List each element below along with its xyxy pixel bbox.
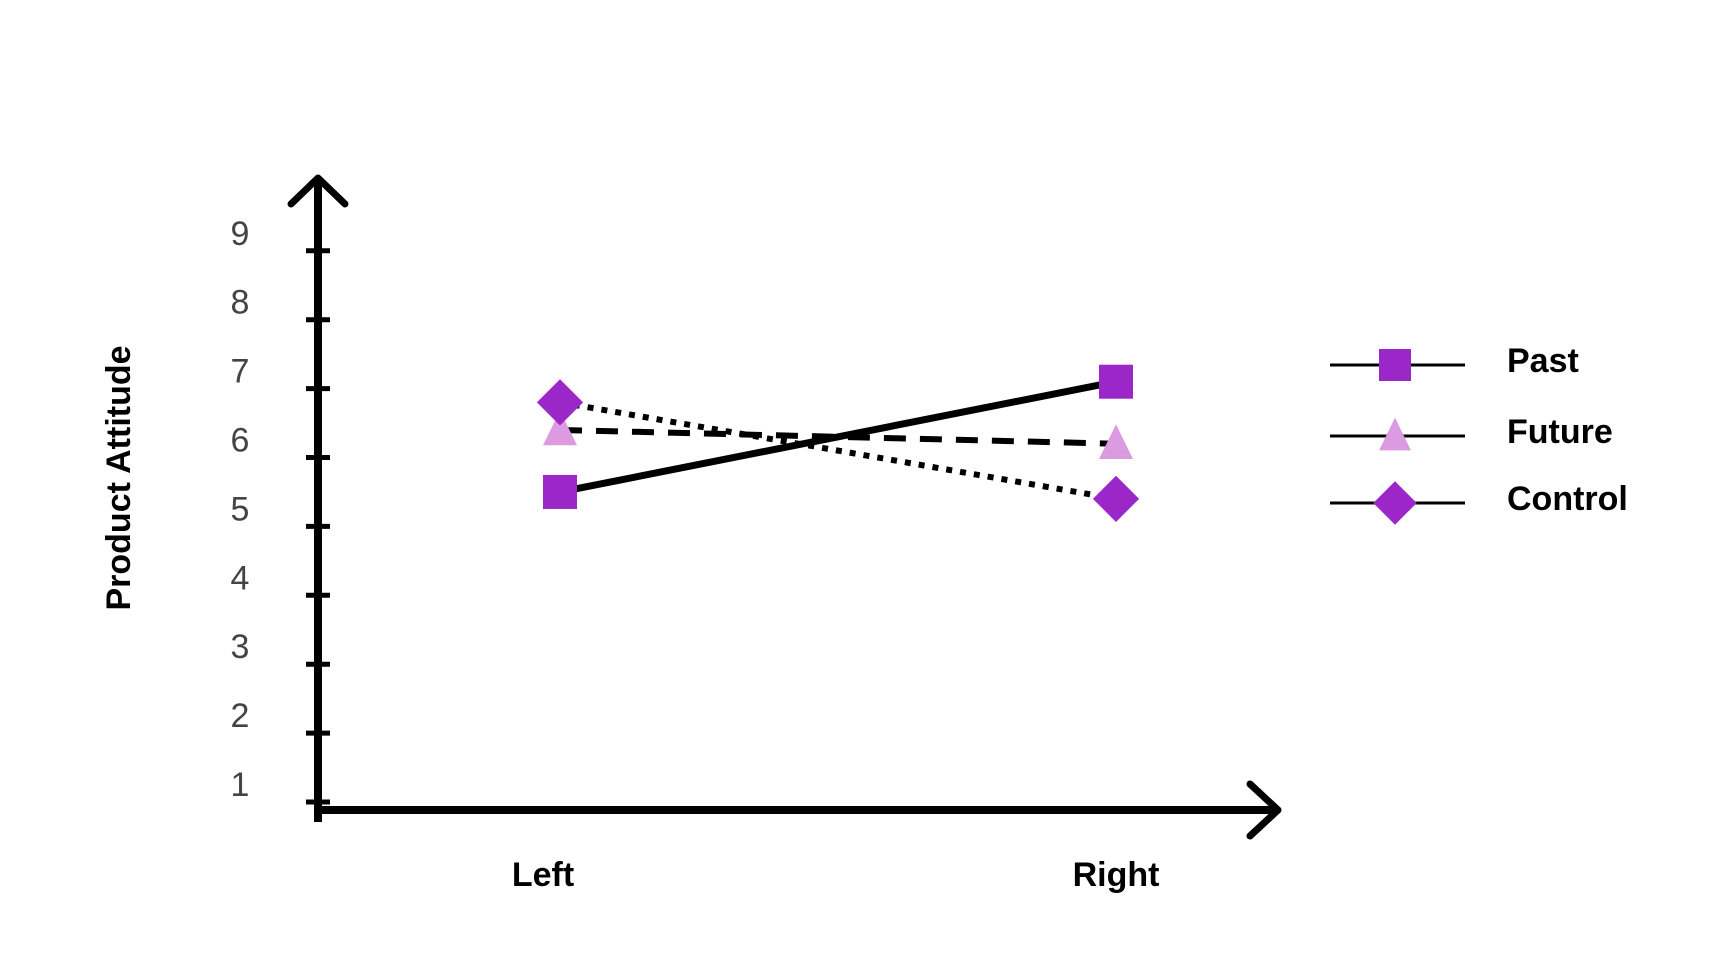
y-ticks: 1 2 3 4 5 6 7 8 9 bbox=[231, 215, 330, 805]
legend-item-past: Past bbox=[1330, 342, 1579, 381]
y-axis-title: Product Attitude bbox=[100, 345, 138, 610]
legend-label: Future bbox=[1507, 413, 1613, 451]
x-category-label: Right bbox=[1073, 856, 1160, 894]
legend-item-future: Future bbox=[1330, 413, 1613, 451]
legend-item-control: Control bbox=[1330, 480, 1628, 525]
data-point-control bbox=[536, 379, 584, 426]
y-tick-label: 9 bbox=[231, 215, 250, 253]
data-point-past bbox=[543, 474, 577, 509]
y-tick-label: 6 bbox=[231, 422, 250, 460]
y-tick-label: 3 bbox=[231, 628, 250, 666]
series-line-past bbox=[559, 378, 1117, 496]
axes bbox=[287, 174, 1282, 840]
y-tick-label: 1 bbox=[231, 766, 250, 804]
y-tick-label: 4 bbox=[231, 559, 250, 597]
legend-marker-diamond bbox=[1373, 481, 1417, 525]
y-tick-label: 5 bbox=[231, 490, 250, 528]
y-tick-label: 8 bbox=[231, 284, 250, 322]
legend: Past Future Control bbox=[1330, 342, 1628, 525]
series-lines bbox=[559, 378, 1117, 502]
x-axis-arrowhead bbox=[1246, 780, 1282, 840]
data-point-future bbox=[1099, 424, 1133, 460]
x-labels: Left Right bbox=[512, 856, 1160, 894]
legend-marker-triangle bbox=[1379, 417, 1411, 451]
series-markers bbox=[536, 364, 1140, 522]
data-point-control bbox=[1092, 475, 1140, 522]
y-tick-label: 2 bbox=[231, 697, 250, 735]
series-line-control bbox=[559, 399, 1117, 502]
y-tick-label: 7 bbox=[231, 353, 250, 391]
series-line-future bbox=[559, 426, 1117, 447]
data-point-past bbox=[1099, 364, 1133, 399]
y-axis-arrowhead bbox=[287, 174, 349, 208]
legend-marker-square bbox=[1379, 349, 1411, 381]
legend-label: Control bbox=[1507, 480, 1628, 518]
data-point-future bbox=[543, 410, 577, 446]
legend-label: Past bbox=[1507, 342, 1579, 380]
x-category-label: Left bbox=[512, 856, 574, 894]
